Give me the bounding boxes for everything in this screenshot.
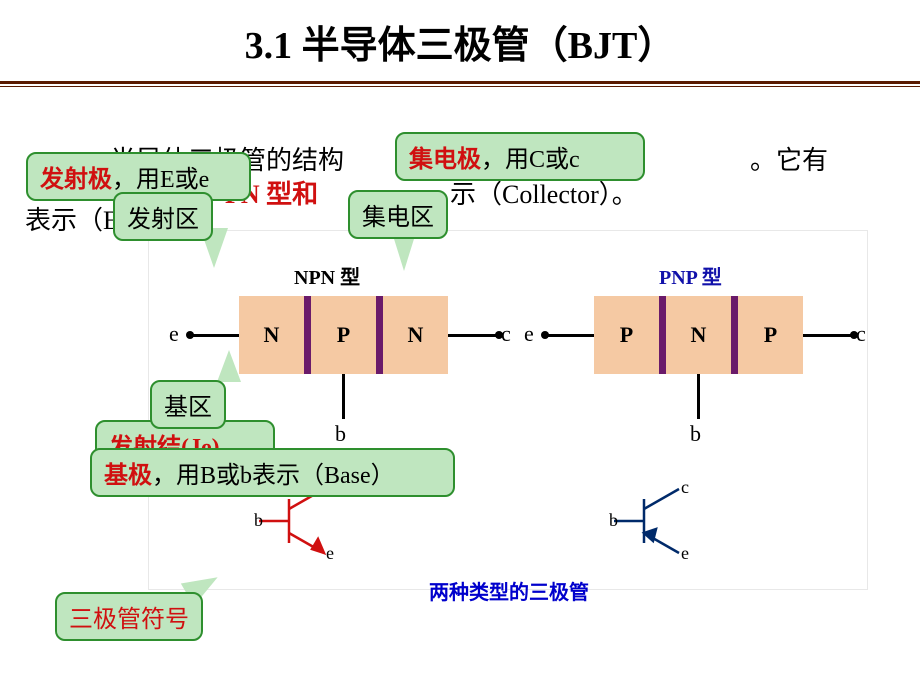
- pnp-lead-c: [803, 334, 853, 337]
- npn-lead-c: [448, 334, 498, 337]
- npn-term-b: b: [335, 421, 346, 447]
- pnp-symbol-icon: b c e: [609, 481, 699, 561]
- callout-symbol-text: 三极管符号: [69, 607, 189, 633]
- npn-cell-emitter: N: [239, 296, 304, 374]
- pnp-label: PNP 型: [659, 261, 722, 290]
- npn-lead-b: [342, 374, 345, 419]
- pnp-block: P N P: [594, 296, 803, 374]
- callout-base-region-text: 基区: [164, 395, 212, 421]
- callout-base-region: 基区: [150, 380, 226, 429]
- pnp-junction-e: [659, 296, 666, 374]
- callout-emitter-region-text: 发射区: [127, 207, 199, 233]
- body-line1b: 。它有: [750, 140, 828, 182]
- npn-cell-collector: N: [383, 296, 448, 374]
- page-title: 3.1 半导体三极管（BJT）: [0, 0, 920, 81]
- callout-emitter-key: 发射极: [40, 167, 112, 193]
- npn-dot-c: [495, 331, 503, 339]
- npn-term-e: e: [169, 321, 179, 347]
- pnp-lead-e: [544, 334, 594, 337]
- npn-label: NPN 型: [294, 261, 360, 290]
- diagram-area: NPN 型 N P N e c b PNP 型 P N P e c b: [148, 230, 868, 590]
- npn-sym-e: e: [326, 543, 334, 561]
- ptr-base-region: [217, 350, 241, 382]
- pnp-dot-e: [541, 331, 549, 339]
- callout-collector-pole: 集电极，用C或c: [395, 132, 645, 181]
- callout-collector-region: 集电区: [348, 190, 448, 239]
- npn-lead-e: [189, 334, 239, 337]
- pnp-sym-e: e: [681, 543, 689, 561]
- pnp-cell-collector: P: [738, 296, 803, 374]
- pnp-sym-c: c: [681, 481, 689, 497]
- callout-collector-key: 集电极: [409, 147, 481, 173]
- pnp-cell-emitter: P: [594, 296, 659, 374]
- diagram-caption: 两种类型的三极管: [429, 576, 589, 605]
- callout-base-pole: 基极，用B或b表示（Base）: [90, 448, 455, 497]
- pnp-junction-c: [731, 296, 738, 374]
- pnp-term-b: b: [690, 421, 701, 447]
- body-emitter-paren: 表示（E: [25, 200, 119, 242]
- callout-symbol-label: 三极管符号: [55, 592, 203, 641]
- pnp-dot-c: [850, 331, 858, 339]
- callout-collector-region-text: 集电区: [362, 205, 434, 231]
- npn-cell-base: P: [311, 296, 376, 374]
- callout-emitter-region: 发射区: [113, 192, 213, 241]
- title-divider: [0, 81, 920, 87]
- pnp-cell-base: N: [666, 296, 731, 374]
- callout-emitter-rest: ，用E或e: [112, 167, 209, 193]
- npn-block: N P N: [239, 296, 448, 374]
- callout-base-rest: ，用B或b表示（Base）: [152, 463, 395, 489]
- pnp-sym-b: b: [609, 510, 618, 530]
- npn-junction-e: [304, 296, 311, 374]
- callout-base-key: 基极: [104, 463, 152, 489]
- pnp-lead-b: [697, 374, 700, 419]
- npn-sym-b: b: [254, 510, 263, 530]
- pnp-term-e: e: [524, 321, 534, 347]
- npn-junction-c: [376, 296, 383, 374]
- npn-dot-e: [186, 331, 194, 339]
- callout-collector-rest: ，用C或c: [481, 147, 580, 173]
